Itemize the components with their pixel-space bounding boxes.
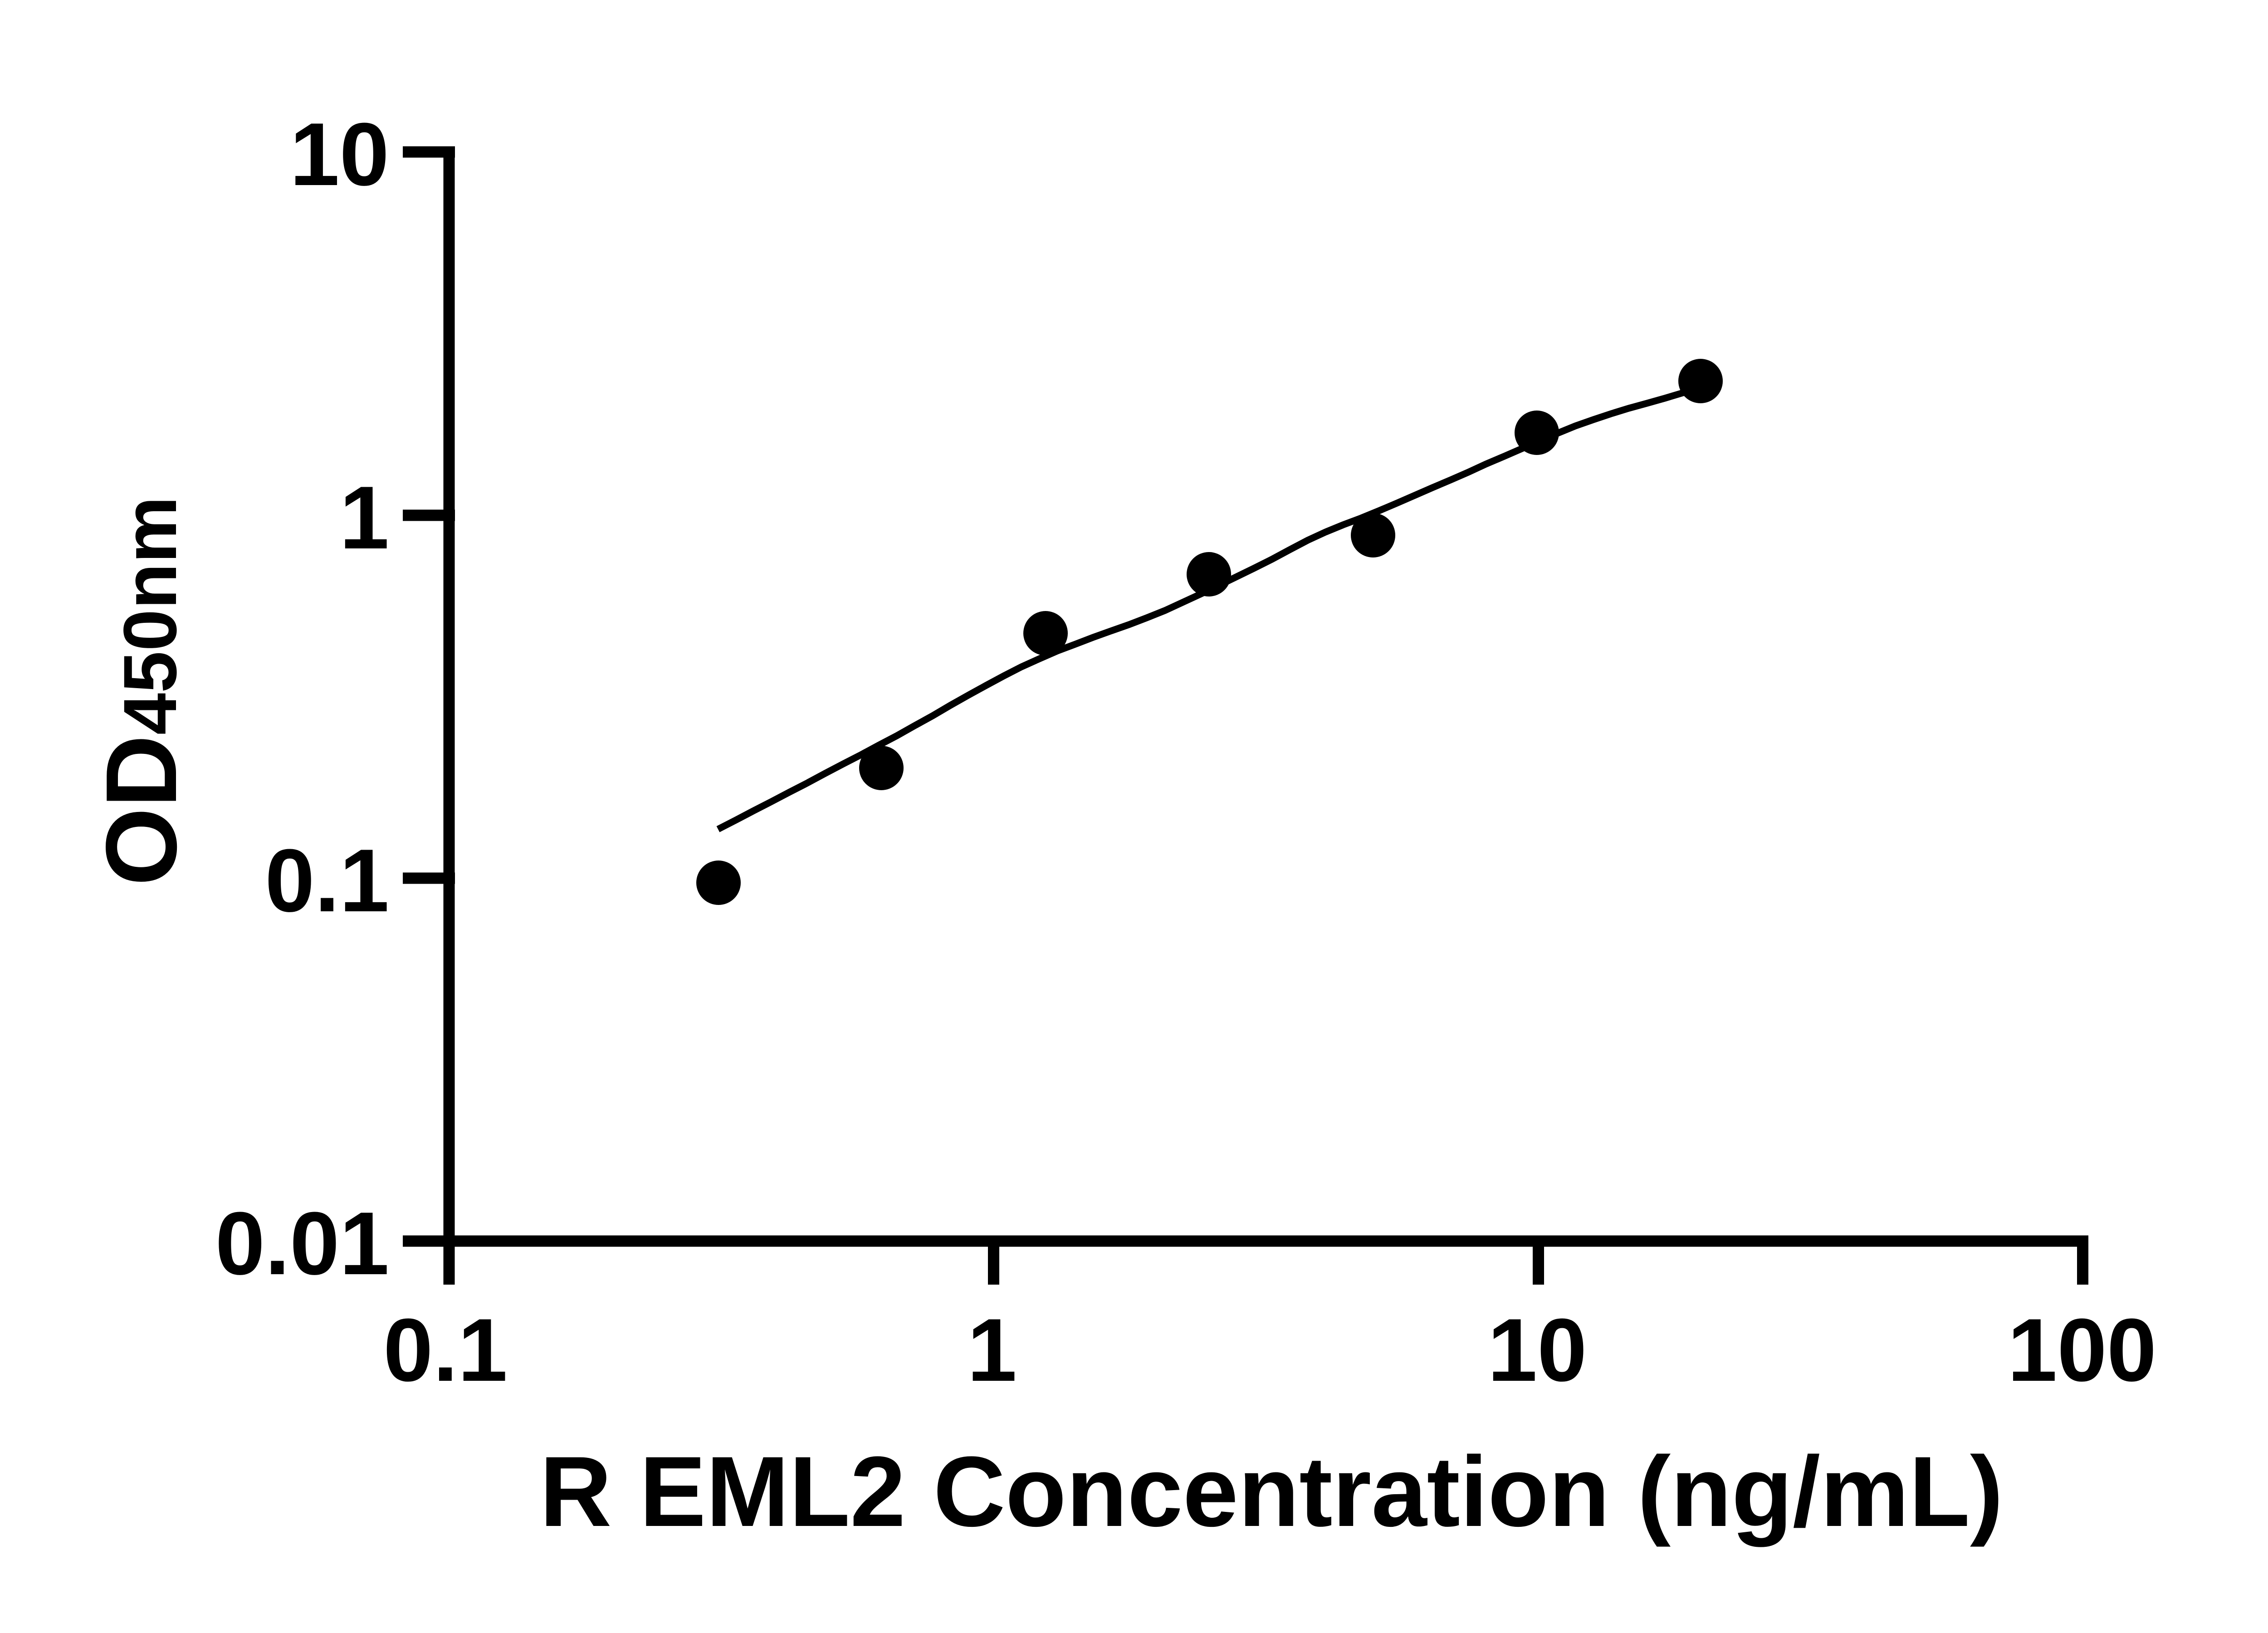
- svg-text:10: 10: [290, 104, 389, 204]
- svg-text:1: 1: [339, 468, 389, 567]
- svg-text:10: 10: [1487, 1300, 1587, 1400]
- svg-text:100: 100: [2008, 1300, 2157, 1400]
- svg-text:0.01: 0.01: [215, 1193, 389, 1293]
- svg-text:OD450nm: OD450nm: [85, 496, 198, 886]
- svg-text:0.1: 0.1: [383, 1300, 508, 1400]
- svg-text:1: 1: [967, 1300, 1017, 1400]
- svg-text:R EML2 Concentration (ng/mL): R EML2 Concentration (ng/mL): [540, 1436, 2004, 1547]
- svg-text:0.1: 0.1: [265, 831, 389, 930]
